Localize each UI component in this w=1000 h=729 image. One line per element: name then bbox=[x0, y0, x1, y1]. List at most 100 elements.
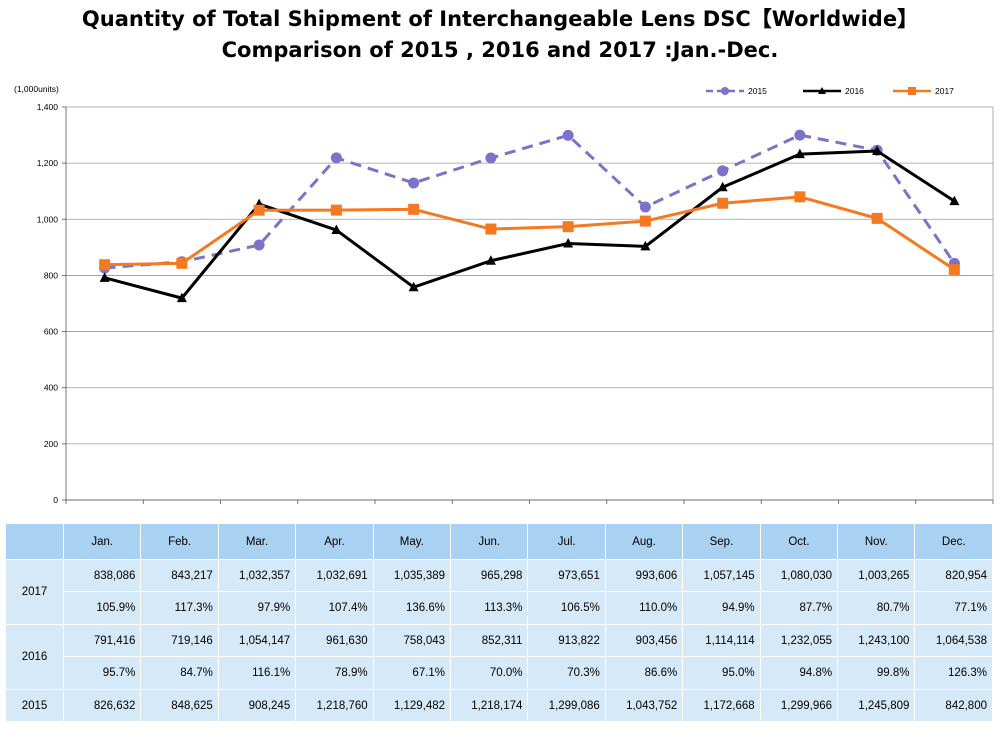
units-cell: 1,232,055 bbox=[759, 624, 839, 657]
units-cell: 1,080,030 bbox=[759, 559, 839, 592]
units-cell: 1,057,145 bbox=[682, 559, 761, 592]
year-label: 2016 bbox=[5, 624, 64, 690]
percent-cell: 110.0% bbox=[604, 591, 684, 625]
percent-cell: 94.9% bbox=[682, 591, 761, 625]
legend-marker-2015 bbox=[721, 87, 729, 95]
data-point-2017 bbox=[176, 257, 188, 269]
data-point-2015 bbox=[408, 177, 420, 189]
units-cell: 1,054,147 bbox=[217, 624, 297, 657]
units-cell: 843,217 bbox=[140, 559, 219, 592]
percent-cell: 113.3% bbox=[450, 591, 529, 625]
units-cell: 908,245 bbox=[217, 689, 297, 722]
units-cell: 1,032,691 bbox=[295, 559, 374, 592]
units-cell: 1,243,100 bbox=[837, 624, 916, 657]
units-cell: 973,651 bbox=[527, 559, 606, 592]
data-point-2015 bbox=[485, 152, 497, 164]
data-point-2017 bbox=[99, 259, 111, 271]
chart-subtitle: Comparison of 2015 , 2016 and 2017 :Jan.… bbox=[221, 38, 779, 62]
year-label: 2015 bbox=[5, 689, 64, 722]
units-cell: 719,146 bbox=[140, 624, 219, 657]
units-cell: 826,632 bbox=[62, 689, 142, 722]
data-point-2017 bbox=[717, 197, 729, 209]
data-point-2016 bbox=[794, 148, 805, 159]
data-point-2017 bbox=[408, 203, 420, 215]
units-cell: 1,172,668 bbox=[682, 689, 761, 722]
data-point-2017 bbox=[871, 212, 883, 224]
percent-cell: 87.7% bbox=[759, 591, 839, 625]
percent-cell: 84.7% bbox=[140, 656, 219, 690]
y-tick-label: 1,400 bbox=[37, 102, 59, 112]
percent-cell: 117.3% bbox=[140, 591, 219, 625]
units-cell: 1,043,752 bbox=[604, 689, 684, 722]
units-cell: 1,129,482 bbox=[372, 689, 452, 722]
line-chart: (1,000units) 0 200 400 600 800 1,000 1,200 1,400… bbox=[14, 84, 994, 505]
data-point-2016 bbox=[640, 240, 651, 251]
percent-cell: 77.1% bbox=[914, 591, 993, 625]
percent-cell: 67.1% bbox=[372, 656, 452, 690]
chart-title: Quantity of Total Shipment of Interchang… bbox=[81, 7, 919, 31]
legend-marker-2016 bbox=[818, 87, 826, 94]
table-header-cell: Jul. bbox=[527, 523, 606, 560]
units-cell: 1,003,265 bbox=[837, 559, 916, 592]
data-point-2016 bbox=[872, 145, 883, 156]
units-cell: 842,800 bbox=[914, 689, 993, 722]
percent-cell: 86.6% bbox=[604, 656, 684, 690]
data-point-2016 bbox=[408, 281, 419, 292]
table-header-cell: Aug. bbox=[604, 523, 684, 560]
data-point-2015 bbox=[253, 239, 265, 251]
data-point-2017 bbox=[253, 204, 265, 216]
table-header-cell: Jan. bbox=[62, 523, 142, 560]
data-point-2016 bbox=[99, 272, 110, 282]
table-row-percent: 95.7% 84.7% 116.1% 78.9% 67.1% 70.0% 70.3% 86.6… bbox=[6, 656, 993, 690]
units-cell: 1,245,809 bbox=[837, 689, 916, 722]
percent-cell: 80.7% bbox=[837, 591, 916, 625]
units-cell: 1,114,114 bbox=[682, 624, 761, 657]
chart-title-block: Quantity of Total Shipment of Interchang… bbox=[0, 4, 1000, 66]
data-point-2016 bbox=[563, 237, 574, 248]
percent-cell: 105.9% bbox=[62, 591, 142, 625]
year-label: 2017 bbox=[5, 559, 64, 625]
units-cell: 852,311 bbox=[450, 624, 529, 657]
data-point-2016 bbox=[485, 255, 496, 265]
legend-label-2015: 2015 bbox=[748, 86, 767, 96]
data-point-2016 bbox=[717, 181, 728, 192]
table-corner-cell bbox=[5, 523, 64, 560]
units-cell: 903,456 bbox=[604, 624, 684, 657]
data-point-2017 bbox=[485, 223, 497, 235]
data-point-2016 bbox=[331, 224, 342, 235]
y-tick-label: 0 bbox=[53, 495, 58, 505]
data-point-2016 bbox=[176, 292, 187, 303]
units-cell: 838,086 bbox=[62, 559, 142, 592]
table-header-row: Jan. Feb. Mar. Apr. May. Jun. Jul. Aug. Sep. Oct.… bbox=[5, 523, 993, 560]
percent-cell: 116.1% bbox=[217, 656, 297, 690]
percent-cell: 99.8% bbox=[837, 656, 916, 690]
units-cell: 913,822 bbox=[527, 624, 606, 657]
data-point-2015 bbox=[794, 129, 806, 141]
units-cell: 1,299,966 bbox=[759, 689, 839, 722]
data-point-2015 bbox=[639, 201, 651, 213]
units-cell: 993,606 bbox=[604, 559, 684, 592]
units-cell: 1,218,760 bbox=[295, 689, 374, 722]
legend-label-2017: 2017 bbox=[935, 86, 954, 96]
series-line-2015 bbox=[104, 133, 956, 270]
units-cell: 758,043 bbox=[372, 624, 452, 657]
legend-label-2016: 2016 bbox=[845, 86, 864, 96]
percent-cell: 70.3% bbox=[527, 656, 606, 690]
data-point-2017 bbox=[639, 215, 651, 227]
percent-cell: 106.5% bbox=[527, 591, 606, 625]
table-header-cell: Sep. bbox=[682, 523, 761, 560]
y-tick-label: 400 bbox=[44, 383, 58, 393]
y-unit-label: (1,000units) bbox=[14, 84, 59, 94]
table-header-cell: Oct. bbox=[759, 523, 839, 560]
table-header-cell: Nov. bbox=[837, 523, 916, 560]
units-cell: 961,630 bbox=[295, 624, 374, 657]
y-tick-label: 200 bbox=[44, 439, 58, 449]
table-row-units: 2015 826,632 848,625 908,245 1,218,760 1,129,… bbox=[5, 689, 993, 722]
table-row-units: 2016 791,416 719,146 1,054,147 961,630 758,04… bbox=[5, 624, 993, 690]
percent-cell: 94.8% bbox=[759, 656, 839, 690]
units-cell: 820,954 bbox=[914, 559, 993, 592]
units-cell: 848,625 bbox=[140, 689, 219, 722]
units-cell: 791,416 bbox=[62, 624, 142, 657]
table-row-percent: 105.9% 117.3% 97.9% 107.4% 136.6% 113.3% 106.5… bbox=[6, 591, 993, 625]
y-tick-label: 600 bbox=[44, 327, 58, 337]
